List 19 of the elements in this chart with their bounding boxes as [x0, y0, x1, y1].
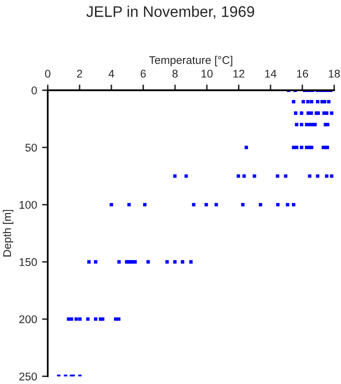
x-tick-label: 6 — [140, 70, 146, 78]
y-tick-label: 250 — [19, 372, 37, 380]
x-tick-label: 8 — [172, 70, 178, 78]
x-tick-label: 16 — [297, 70, 308, 78]
y-axis-title: Depth [m] — [2, 210, 14, 256]
y-tick-label: 50 — [25, 144, 37, 152]
chart-title: JELP in November, 1969 — [86, 6, 254, 19]
x-tick-label: 0 — [45, 70, 50, 78]
x-axis-title: Temperature [°C] — [149, 56, 232, 66]
x-tick-label: 18 — [328, 70, 340, 78]
x-tick-label: 4 — [108, 70, 114, 78]
y-tick-label: 100 — [20, 200, 37, 209]
x-tick-label: 10 — [202, 70, 213, 78]
x-tick-label: 14 — [265, 70, 276, 78]
x-tick-label: 12 — [233, 70, 244, 78]
y-tick-label: 150 — [20, 258, 37, 266]
y-tick-label: 0 — [32, 86, 37, 94]
x-tick-label: 2 — [77, 70, 82, 78]
y-tick-label: 200 — [19, 315, 37, 324]
